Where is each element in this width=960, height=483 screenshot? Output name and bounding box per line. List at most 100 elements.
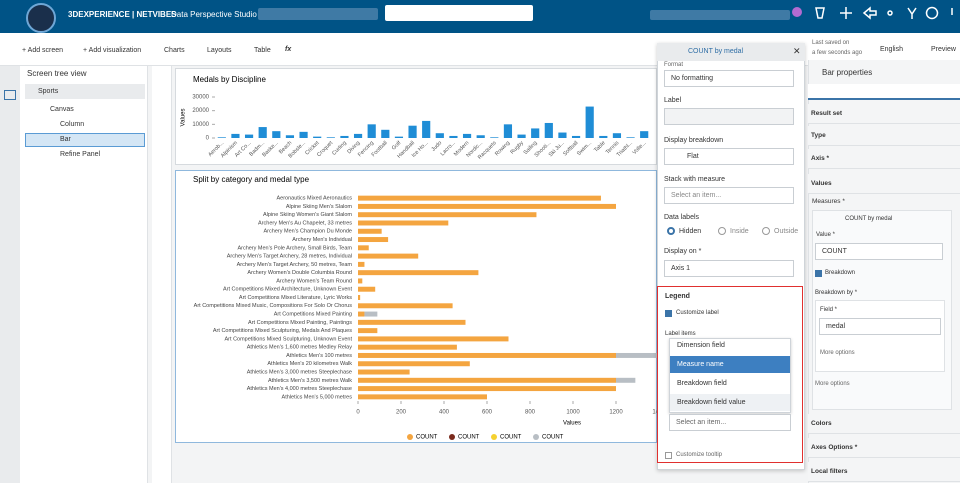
notifications-icon[interactable] [815, 7, 825, 19]
y-tick-label: 0 [206, 136, 210, 142]
screen-selector[interactable] [25, 84, 145, 99]
tree-item[interactable]: Refine Panel [60, 151, 101, 158]
bar-segment [358, 352, 616, 358]
tree-item[interactable]: Bar [60, 136, 71, 143]
bar [272, 131, 281, 138]
radio[interactable] [762, 227, 770, 235]
share-icon[interactable] [862, 6, 877, 20]
add-visualization-button[interactable]: + Add visualization [83, 47, 142, 54]
y-tick-label: Archery Men's Au Chapelet, 33 metres [258, 220, 352, 226]
section-header[interactable]: Result set [808, 104, 960, 124]
preview-button[interactable]: Preview [931, 46, 956, 53]
bar [299, 131, 308, 138]
legend-label: COUNT [500, 435, 522, 441]
breakdown-select[interactable]: Flat [664, 148, 794, 165]
x-tick-label: Volle... [632, 140, 648, 156]
checkbox-label[interactable]: Breakdown [825, 270, 856, 276]
properties-tabs[interactable] [808, 84, 960, 100]
dropdown-option[interactable]: Measure name [677, 361, 724, 368]
section-header[interactable]: Axes Options * [808, 438, 960, 458]
x-tick-label: Triathl... [616, 140, 634, 158]
y-tick-label: Athletics Men's 4,000 metres Steeplechas… [247, 386, 352, 392]
user-avatar[interactable] [792, 7, 802, 17]
section-header[interactable]: Axis * [808, 149, 960, 169]
dropdown-option[interactable]: Breakdown field [677, 380, 727, 387]
dropdown-option[interactable]: Breakdown field value [677, 399, 746, 406]
y-tick-label: 20000 [192, 108, 209, 114]
y-tick-label: Archery Women's Team Round [276, 278, 352, 284]
screen-name[interactable]: Sports [38, 88, 59, 95]
screen-icon[interactable] [4, 90, 16, 100]
more-options-link[interactable]: More options [815, 381, 850, 387]
checkbox-label[interactable]: Customize tooltip [676, 452, 723, 458]
add-icon[interactable] [840, 7, 852, 19]
network-icon[interactable] [887, 10, 893, 16]
bar [476, 135, 485, 138]
user-info[interactable] [650, 10, 790, 20]
bar-segment [358, 286, 376, 292]
measure-name[interactable]: COUNT by medal [845, 216, 893, 222]
bar [231, 133, 240, 138]
y-tick-label: Athletics Men's 100 metres [286, 353, 352, 359]
radio-label[interactable]: Outside [774, 228, 799, 235]
tree-item-selected[interactable] [25, 133, 145, 147]
stack-select[interactable]: Select an item... [664, 187, 794, 204]
bar-segment [358, 377, 616, 383]
y-tick-label: Art Competitions Mixed Music, Compositio… [194, 303, 353, 309]
dropdown-option[interactable]: Dimension field [677, 342, 725, 349]
y-tick-label: Art Competitions Mixed Sculpturing, Unkn… [225, 336, 353, 342]
checkbox-checked[interactable] [665, 310, 672, 317]
bar [517, 134, 526, 138]
checkbox[interactable] [665, 452, 672, 459]
radio-label[interactable]: Inside [730, 228, 749, 235]
y-tick-label: Archery Men's Champion Du Monde [264, 229, 352, 235]
y-tick-label: Art Competitions Mixed Sculpturing, Meda… [213, 328, 352, 334]
y-tick-label: 30000 [192, 95, 209, 101]
y-tick-label: Archery Men's Target Archery, 28 metres,… [227, 254, 352, 260]
bar [353, 133, 363, 138]
radio-selected[interactable] [667, 227, 675, 235]
section-header[interactable]: Local filters [808, 462, 960, 482]
label-items-select[interactable]: Select an item... [669, 414, 791, 431]
x-tick-label: Croquet [316, 140, 334, 158]
add-screen-button[interactable]: + Add screen [22, 47, 64, 54]
layouts-menu[interactable]: Layouts [207, 47, 232, 54]
chart-title: Split by category and medal type [193, 175, 310, 184]
table-button[interactable]: Table [254, 47, 271, 54]
section-header[interactable]: Colors [808, 414, 960, 434]
field-label: Field * [820, 307, 838, 313]
language-menu[interactable]: English [880, 46, 903, 53]
value-select[interactable]: COUNT [815, 243, 943, 260]
compass-logo[interactable] [26, 3, 56, 33]
properties-title: Bar properties [822, 68, 873, 77]
canvas-tool-strip [152, 66, 172, 483]
section-header[interactable]: Values [808, 174, 960, 194]
checkbox-label[interactable]: Customize label [676, 310, 719, 316]
bar [503, 124, 513, 138]
charts-menu[interactable]: Charts [164, 47, 185, 54]
legend-swatch [449, 434, 455, 440]
tree-item[interactable]: Column [60, 121, 85, 128]
help-icon[interactable] [925, 6, 939, 20]
checkbox-checked[interactable] [815, 270, 822, 277]
formula-button[interactable]: fx [285, 46, 292, 53]
bar-segment [358, 261, 365, 267]
close-button[interactable]: ✕ [793, 46, 801, 56]
search-box[interactable] [385, 5, 533, 21]
label-input[interactable] [664, 108, 794, 125]
tools-icon[interactable] [907, 7, 917, 19]
tree-item[interactable]: Canvas [50, 106, 74, 113]
chart-card [175, 68, 657, 165]
legend-label: COUNT [416, 435, 438, 441]
bar [449, 135, 458, 138]
field-select[interactable]: medal [819, 318, 941, 335]
format-select[interactable]: No formatting [664, 70, 794, 87]
radio-label[interactable]: Hidden [679, 228, 702, 235]
bar [408, 125, 417, 138]
more-options-link[interactable]: More options [820, 350, 855, 356]
section-header[interactable]: Type [808, 126, 960, 146]
radio[interactable] [718, 227, 726, 235]
legend-swatch [533, 434, 539, 440]
axis-select[interactable]: Axis 1 [664, 260, 794, 277]
app-context[interactable] [258, 8, 378, 20]
